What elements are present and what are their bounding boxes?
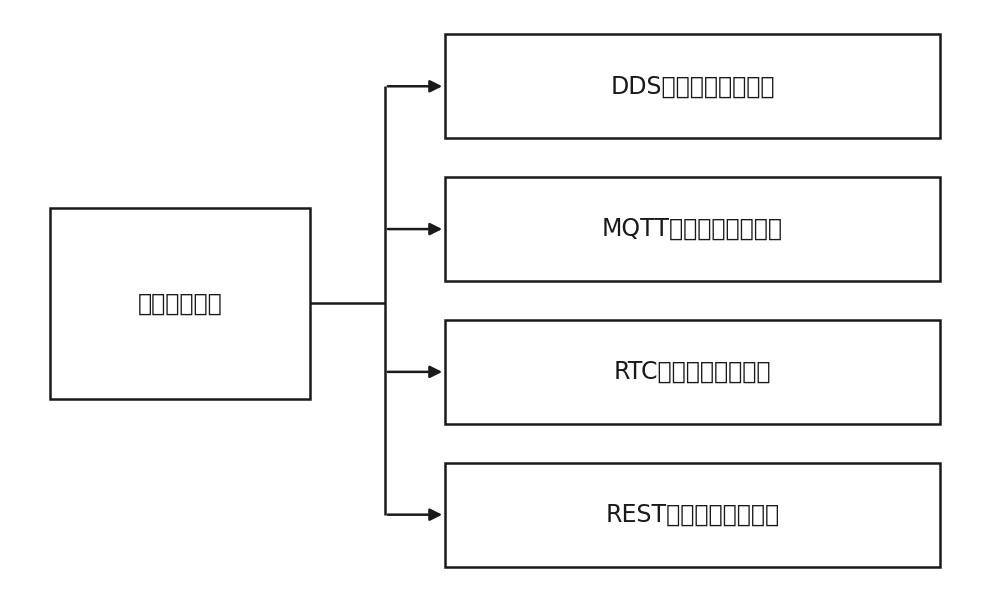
- Text: 容器虚拟化层: 容器虚拟化层: [138, 292, 222, 315]
- Bar: [445, 35, 940, 139]
- Text: RTC数据通道应用容器: RTC数据通道应用容器: [614, 360, 771, 384]
- Bar: [445, 177, 940, 281]
- Bar: [445, 320, 940, 424]
- Text: REST数据通道应用容器: REST数据通道应用容器: [605, 503, 780, 527]
- Bar: [445, 463, 940, 566]
- Text: MQTT数据通道应用容器: MQTT数据通道应用容器: [602, 217, 783, 241]
- Bar: [50, 208, 310, 399]
- Text: DDS数据通道应用容器: DDS数据通道应用容器: [610, 74, 775, 98]
